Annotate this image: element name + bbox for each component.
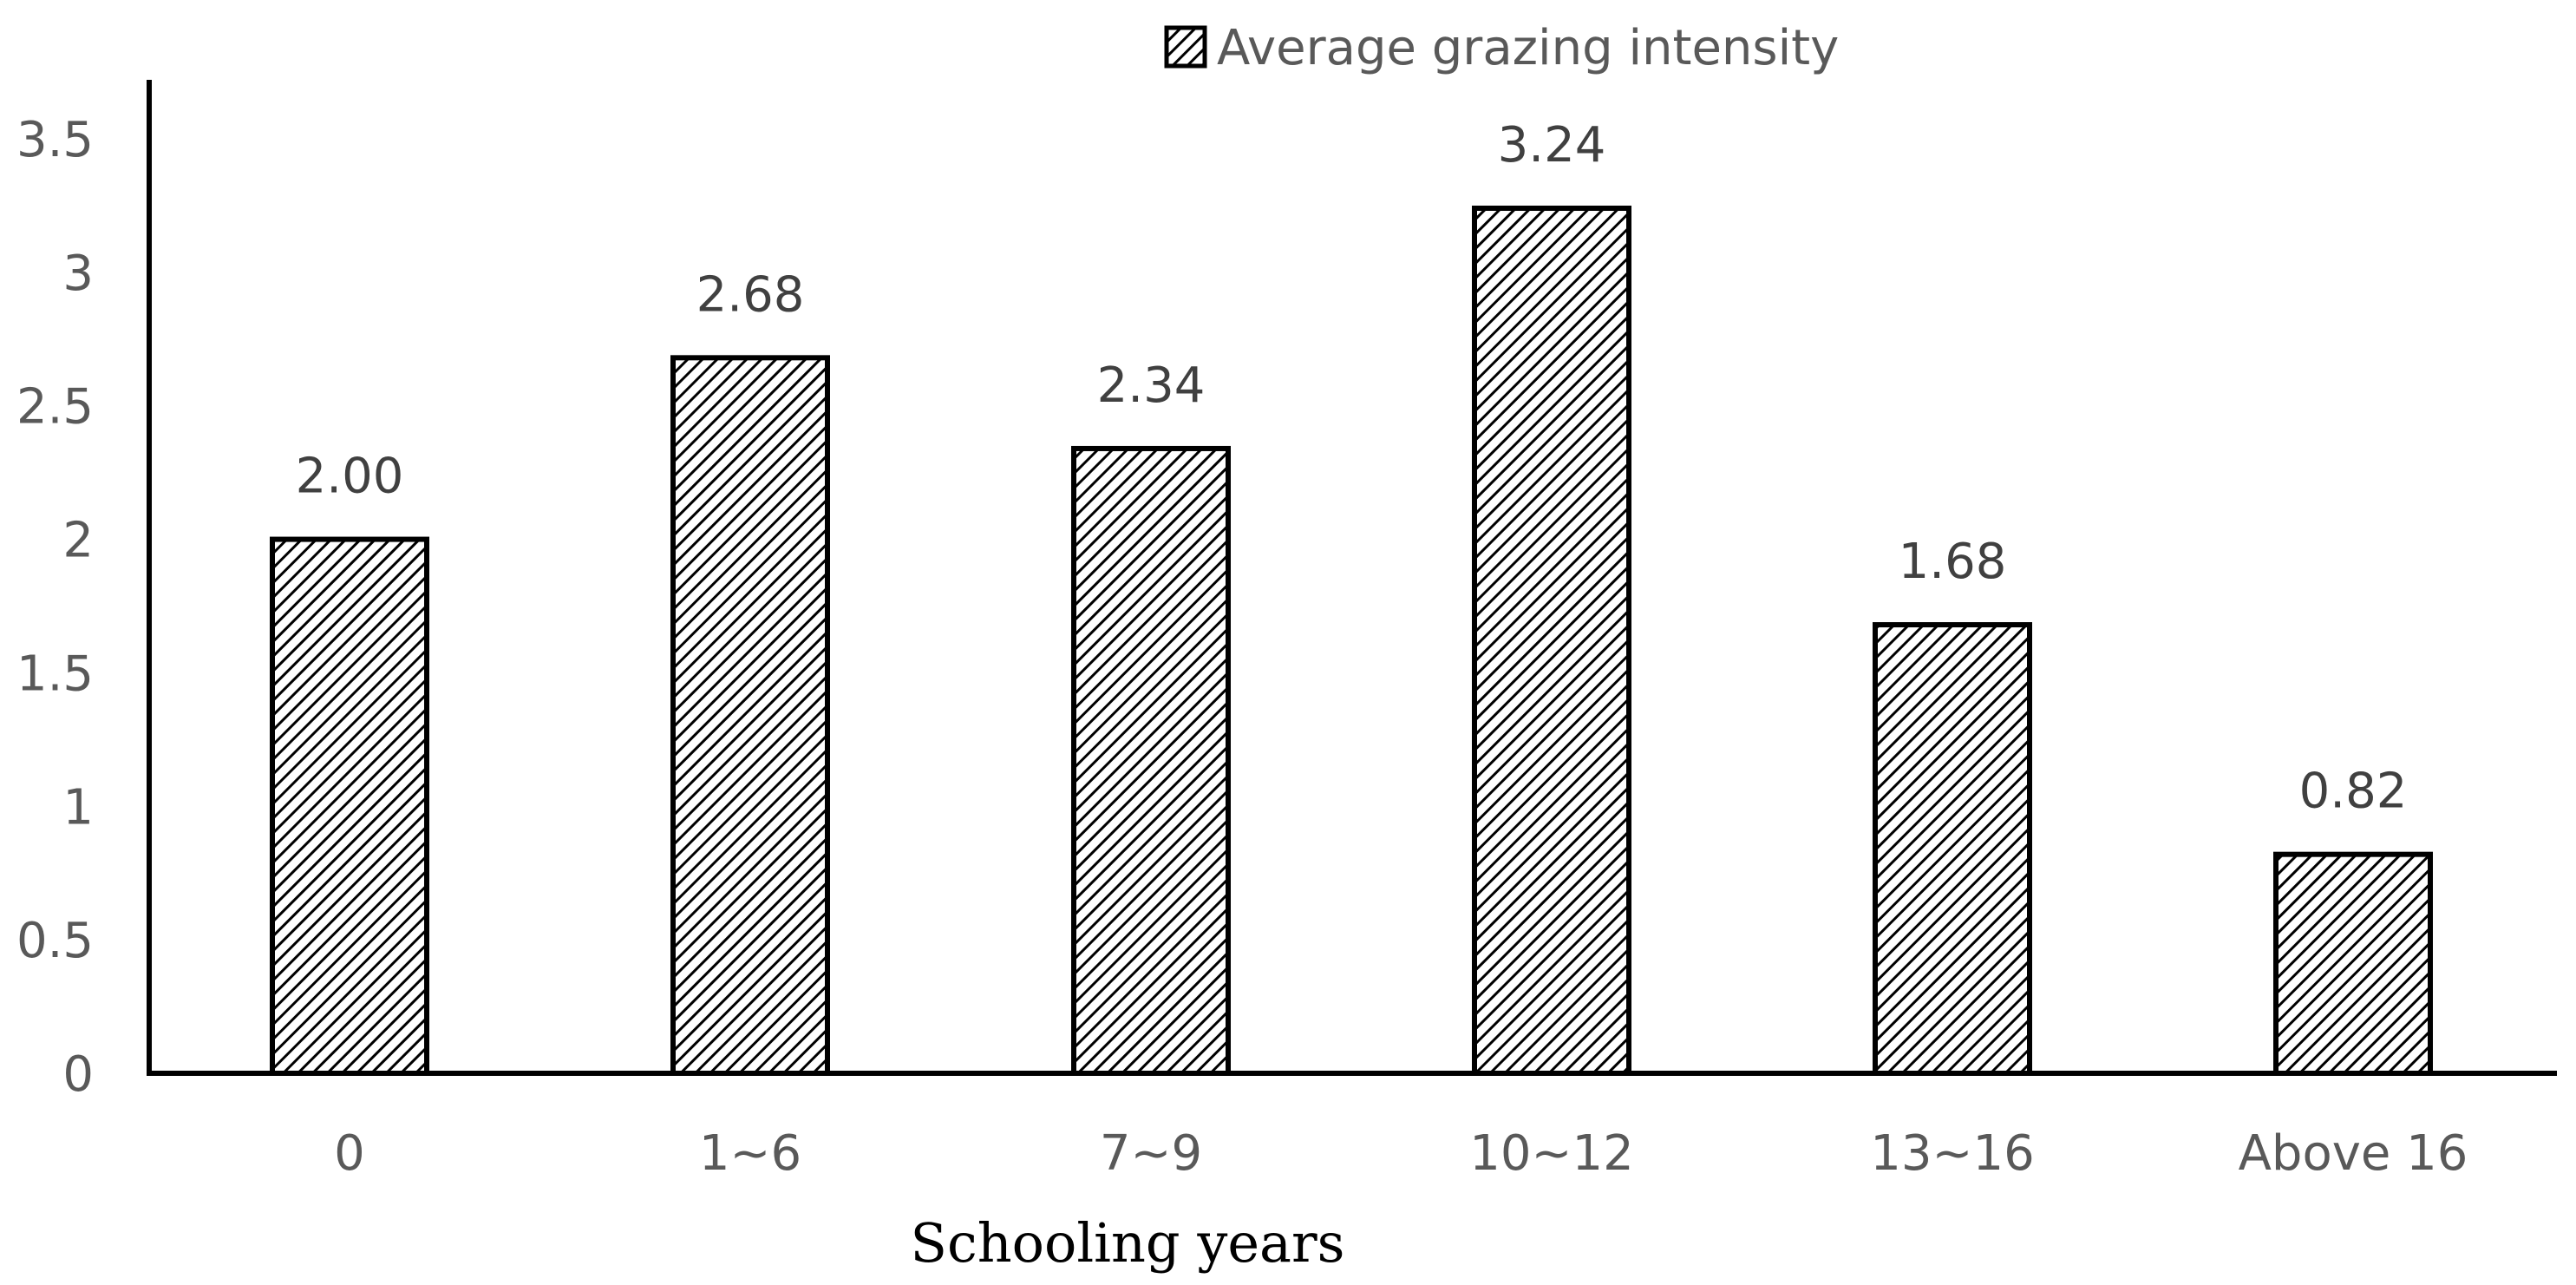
data-label: 2.34 [1097, 357, 1206, 414]
y-tick-label: 1.5 [16, 646, 94, 702]
bar [1071, 445, 1231, 1076]
data-label: 2.00 [296, 449, 404, 505]
x-axis-title: Schooling years [911, 1211, 1345, 1275]
x-tick-label: 0 [334, 1125, 365, 1182]
bar [270, 536, 429, 1076]
data-label: 2.68 [696, 266, 805, 323]
y-tick-label: 0 [62, 1046, 94, 1103]
bar [1472, 206, 1631, 1076]
y-tick-label: 3 [62, 246, 94, 302]
y-tick-label: 0.5 [16, 913, 94, 969]
legend: Average grazing intensity [1164, 20, 1839, 76]
bar [2273, 851, 2433, 1076]
data-label: 0.82 [2299, 764, 2408, 820]
data-label: 3.24 [1498, 117, 1606, 174]
x-tick-label: 10~12 [1469, 1125, 1633, 1182]
data-label: 1.68 [1899, 534, 2007, 590]
bar [1873, 622, 2032, 1076]
y-tick-label: 3.5 [16, 112, 94, 168]
y-tick-label: 2.5 [16, 379, 94, 436]
x-tick-label: 7~9 [1100, 1125, 1202, 1182]
plot-area: 0 0.5 1 1.5 2 2.5 3 3.5 2.00 0 2.68 1~6 2.34 7~9 3.24 1… [16, 80, 2557, 1182]
y-tick-label: 1 [62, 779, 94, 836]
y-tick-label: 2 [62, 513, 94, 569]
legend-swatch [1164, 25, 1207, 69]
bar [670, 355, 830, 1076]
x-tick-label: Above 16 [2239, 1125, 2468, 1182]
legend-label: Average grazing intensity [1217, 20, 1839, 76]
x-tick-label: 13~16 [1870, 1125, 2034, 1182]
x-tick-label: 1~6 [699, 1125, 801, 1182]
